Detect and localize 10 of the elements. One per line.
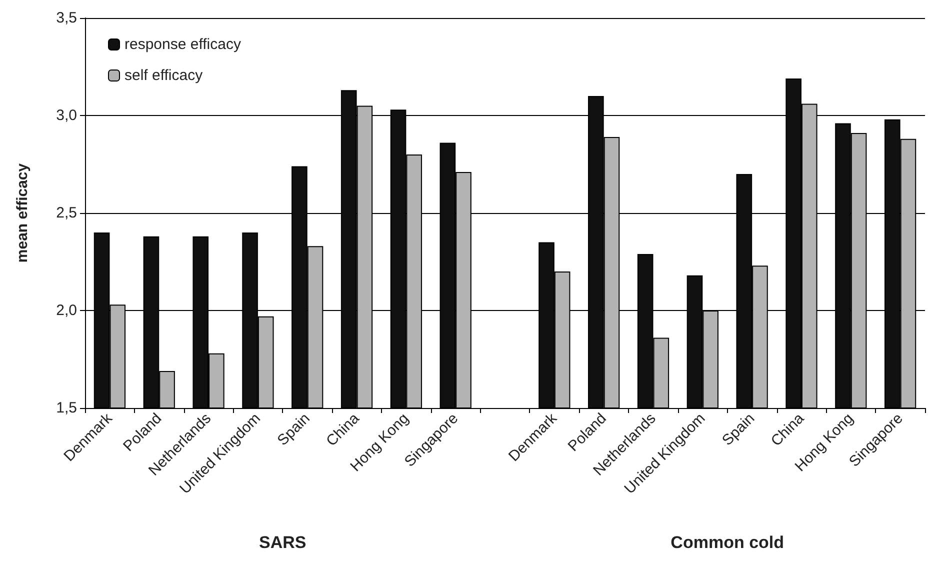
y-tick-label: 3,5: [56, 10, 77, 26]
y-tick-label: 2,5: [56, 204, 77, 222]
legend-label: response efficacy: [124, 36, 242, 53]
y-tick-label: 3,0: [56, 107, 77, 124]
legend-label: self efficacy: [124, 67, 204, 84]
text: Common cold: [670, 533, 784, 552]
text: SARS: [259, 533, 306, 552]
y-axis-title: mean efficacy: [14, 162, 31, 263]
y-tick-label: 2,0: [56, 302, 77, 319]
y-tick-label: 1,5: [56, 400, 77, 416]
